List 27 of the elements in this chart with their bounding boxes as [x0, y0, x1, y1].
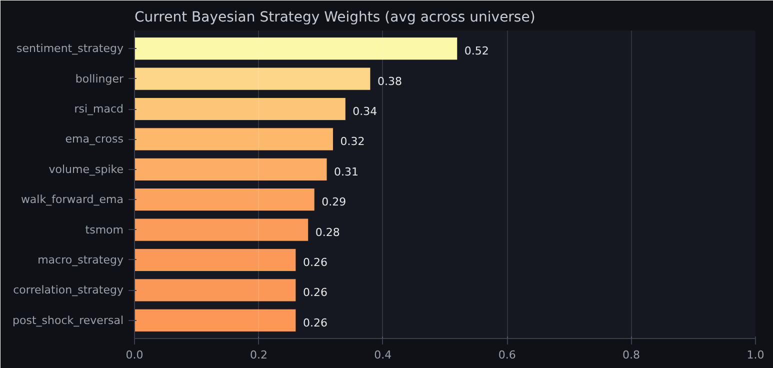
x-tick-label: 0.0 — [126, 348, 144, 362]
x-tick-label: 0.2 — [250, 348, 268, 362]
y-tick-label: macro_strategy — [38, 253, 124, 266]
y-tick-label: rsi_macd — [74, 102, 124, 116]
data-label: 0.34 — [352, 105, 378, 118]
y-tick-label: post_shock_reversal — [12, 314, 124, 327]
data-label: 0.26 — [302, 316, 328, 330]
data-label: 0.28 — [315, 226, 340, 239]
chart-title: Current Bayesian Strategy Weights (avg across universe) — [134, 10, 536, 26]
data-label: 0.26 — [302, 286, 328, 300]
data-label: 0.52 — [464, 44, 489, 58]
y-tick-label: tsmom — [85, 223, 124, 236]
x-tick-label: 0.6 — [498, 348, 516, 362]
x-tick-label: 0.4 — [374, 348, 392, 362]
y-tick-label: sentiment_strategy — [16, 42, 124, 56]
y-tick-label: correlation_strategy — [13, 284, 124, 297]
data-label: 0.29 — [322, 196, 346, 209]
y-tick-label: walk_forward_ema — [20, 193, 124, 206]
y-tick-label: ema_cross — [65, 132, 124, 146]
data-label: 0.26 — [302, 256, 328, 269]
x-tick-label: 1.0 — [746, 348, 764, 362]
data-label: 0.32 — [340, 135, 365, 148]
data-label: 0.31 — [334, 165, 359, 178]
y-tick-label: bollinger — [75, 72, 124, 86]
x-tick-label: 0.8 — [622, 348, 640, 362]
data-label: 0.38 — [377, 74, 402, 88]
y-tick-label: volume_spike — [48, 162, 124, 176]
